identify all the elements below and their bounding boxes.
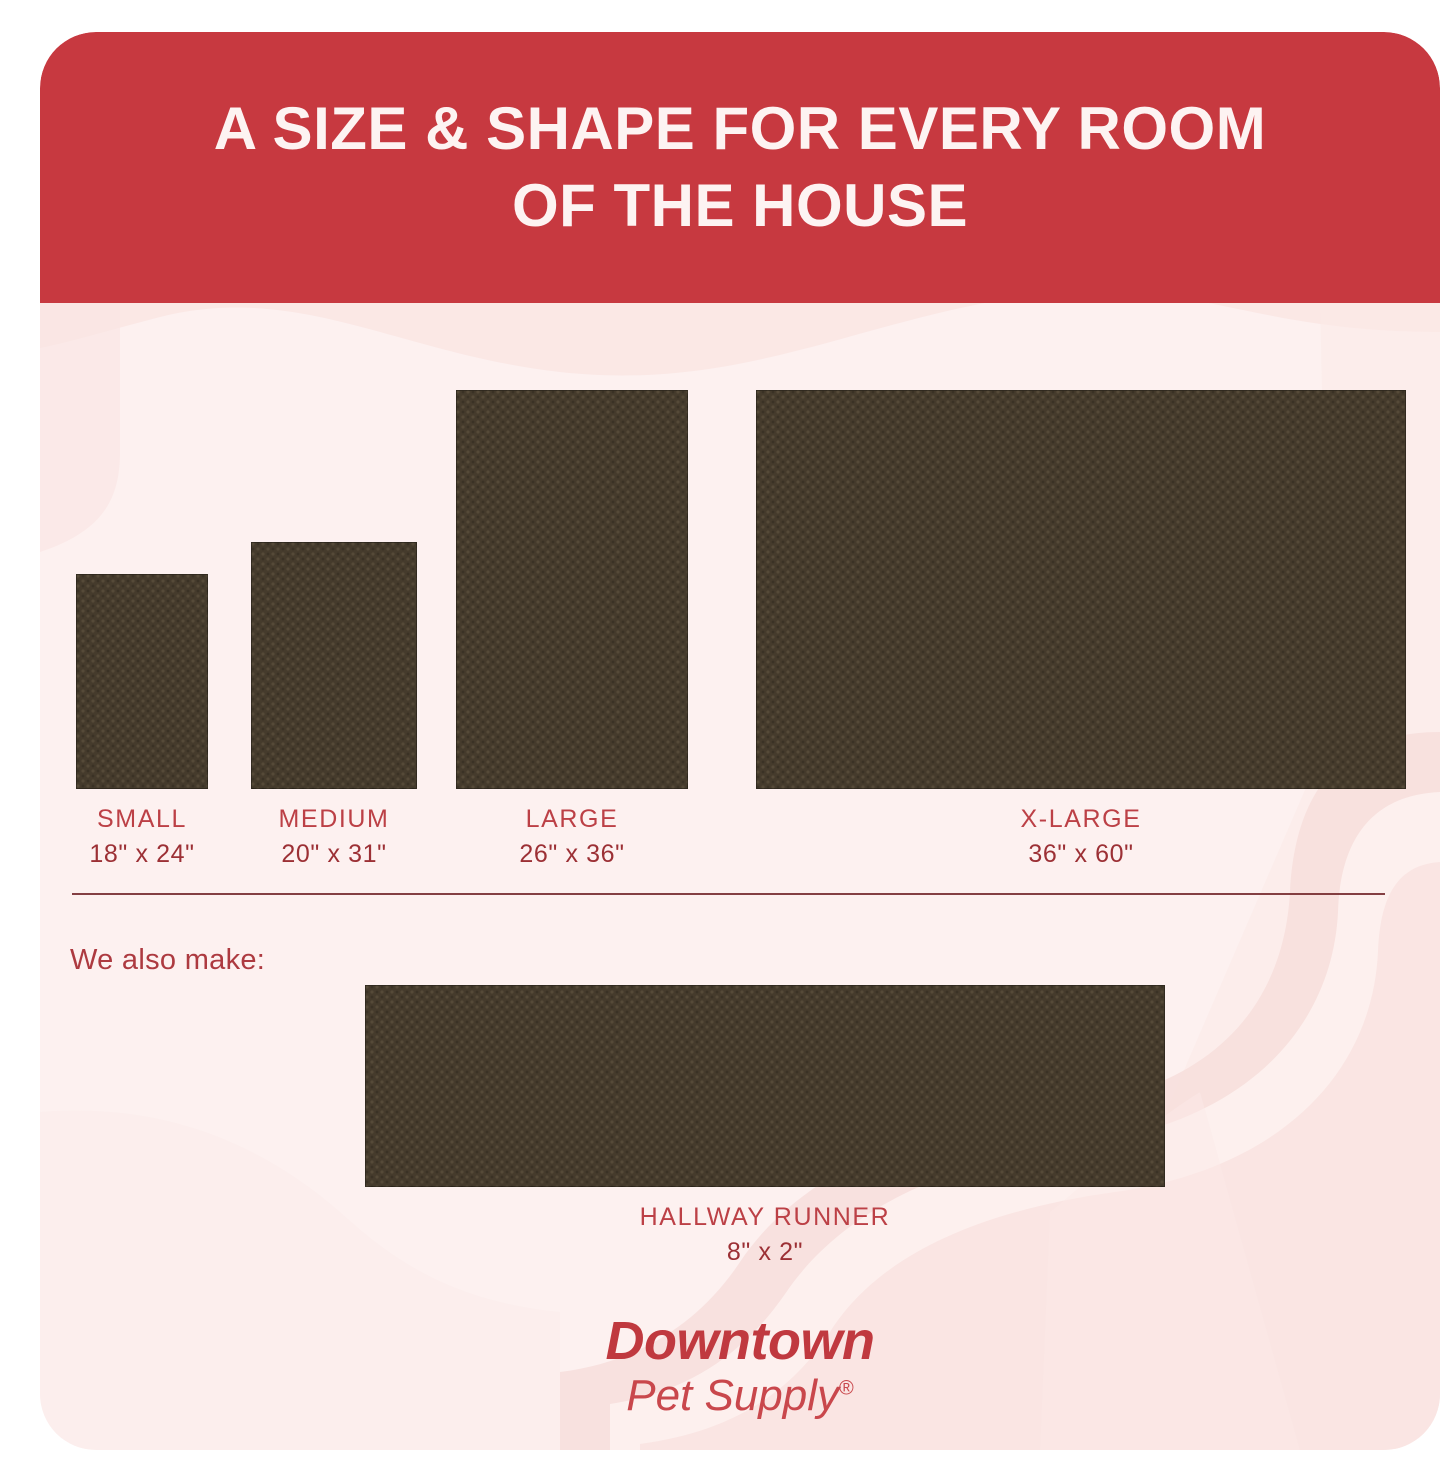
hallway-runner-item: HALLWAY RUNNER 8" x 2" <box>365 985 1165 1269</box>
also-make-label: We also make: <box>70 944 266 976</box>
brand-logo-line2-text: Pet Supply <box>626 1371 840 1421</box>
brand-logo: Downtown Pet Supply® <box>40 1311 1440 1420</box>
size-item-xlarge: X-LARGE 36" x 60" <box>756 390 1406 868</box>
rug-swatch-xlarge[interactable] <box>756 390 1406 789</box>
header-banner: A SIZE & SHAPE FOR EVERY ROOM OF THE HOU… <box>40 32 1440 303</box>
rug-swatch-small[interactable] <box>76 574 208 789</box>
runner-label: HALLWAY RUNNER 8" x 2" <box>365 1203 1165 1269</box>
section-divider <box>72 893 1385 895</box>
size-item-medium: MEDIUM 20" x 31" <box>251 542 417 868</box>
size-label-large: LARGE 26" x 36" <box>519 805 624 871</box>
size-name-medium: MEDIUM <box>278 805 390 833</box>
size-item-small: SMALL 18" x 24" <box>76 574 208 868</box>
size-dims-small: 18" x 24" <box>89 839 195 868</box>
size-label-xlarge: X-LARGE 36" x 60" <box>1021 805 1142 871</box>
size-swatch-row: SMALL 18" x 24" MEDIUM 20" x 31" LARGE 2… <box>40 303 1440 893</box>
size-name-large: LARGE <box>525 805 619 833</box>
rug-swatch-large[interactable] <box>456 390 688 789</box>
size-dims-large: 26" x 36" <box>519 839 625 868</box>
runner-dims: 8" x 2" <box>726 1237 804 1266</box>
size-dims-medium: 20" x 31" <box>281 839 387 868</box>
size-label-medium: MEDIUM 20" x 31" <box>279 805 390 871</box>
brand-logo-line1: Downtown <box>605 1311 875 1371</box>
registered-trademark-icon: ® <box>839 1377 854 1400</box>
size-item-large: LARGE 26" x 36" <box>456 390 688 868</box>
rug-swatch-medium[interactable] <box>251 542 417 789</box>
brand-logo-line2: Pet Supply® <box>40 1371 1440 1420</box>
infographic-card: A SIZE & SHAPE FOR EVERY ROOM OF THE HOU… <box>40 32 1440 1450</box>
page-title: A SIZE & SHAPE FOR EVERY ROOM OF THE HOU… <box>213 94 1267 239</box>
size-dims-xlarge: 36" x 60" <box>1028 839 1134 868</box>
size-name-xlarge: X-LARGE <box>1020 805 1142 833</box>
runner-name: HALLWAY RUNNER <box>639 1203 891 1231</box>
size-label-small: SMALL 18" x 24" <box>89 805 194 871</box>
rug-swatch-hallway-runner[interactable] <box>365 985 1165 1187</box>
size-name-small: SMALL <box>97 805 187 833</box>
